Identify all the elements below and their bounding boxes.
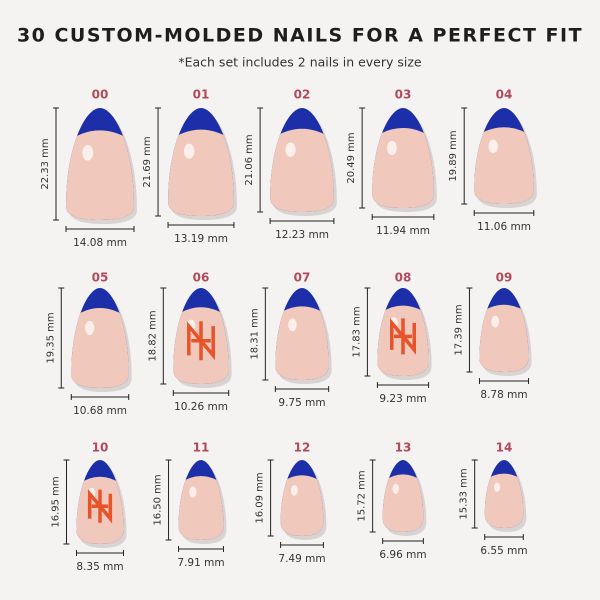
nail <box>66 108 134 220</box>
nail-bed <box>479 304 529 372</box>
nail-bed <box>71 308 129 388</box>
nail-shine <box>82 144 94 161</box>
nail <box>479 288 529 372</box>
width-label: 11.06 mm <box>477 221 531 233</box>
nail-shine <box>183 143 195 159</box>
width-label: 6.96 mm <box>379 549 426 561</box>
title: 30 CUSTOM-MOLDED NAILS FOR A PERFECT FIT <box>17 25 583 47</box>
height-label: 15.72 mm <box>357 470 368 521</box>
nail-bed <box>178 476 224 540</box>
nail-shine <box>392 483 399 494</box>
nail-bed <box>484 473 524 528</box>
height-label: 16.09 mm <box>255 472 266 523</box>
height-label: 16.95 mm <box>51 476 62 527</box>
height-label: 17.83 mm <box>351 306 362 357</box>
width-label: 9.23 mm <box>379 393 426 405</box>
logo <box>389 318 417 355</box>
nail-bed <box>270 128 334 212</box>
nail-bed <box>372 128 434 208</box>
height-label: 15.33 mm <box>459 468 470 519</box>
width-label: 10.68 mm <box>73 405 127 417</box>
height-label: 20.49 mm <box>346 132 357 183</box>
nail-shine <box>491 315 500 328</box>
nail <box>474 108 534 204</box>
height-label: 18.82 mm <box>147 310 158 361</box>
nail-bed <box>280 475 324 536</box>
width-label: 7.91 mm <box>177 557 224 569</box>
nail-label: 04 <box>496 88 513 102</box>
nail-label: 00 <box>92 88 109 102</box>
nail-shine <box>386 141 397 155</box>
height-label: 16.50 mm <box>153 474 164 525</box>
logo <box>87 488 113 524</box>
nail-label: 07 <box>294 271 311 285</box>
nail-bed <box>474 127 534 204</box>
nail-label: 13 <box>395 441 412 455</box>
width-label: 14.08 mm <box>73 237 127 249</box>
width-label: 12.23 mm <box>275 229 329 241</box>
nail-shine <box>85 321 95 335</box>
width-label: 7.49 mm <box>278 553 325 565</box>
nail-label: 12 <box>294 441 311 455</box>
nail-label: 09 <box>496 271 513 285</box>
height-label: 21.69 mm <box>142 136 153 187</box>
height-label: 21.06 mm <box>244 134 255 185</box>
nail-label: 10 <box>92 441 109 455</box>
width-label: 8.35 mm <box>76 561 123 573</box>
nail-bed <box>168 129 234 216</box>
nail-label: 03 <box>395 88 412 102</box>
height-label: 19.89 mm <box>448 130 459 181</box>
nail-shine <box>288 318 297 332</box>
width-label: 6.55 mm <box>480 545 527 557</box>
nail-bed <box>382 474 424 532</box>
width-label: 8.78 mm <box>480 389 527 401</box>
nail-label: 05 <box>92 271 109 285</box>
nail-shine <box>493 482 501 492</box>
nail-label: 08 <box>395 271 412 285</box>
nail-label: 02 <box>294 88 311 102</box>
nail-shine <box>285 142 296 157</box>
height-label: 19.35 mm <box>45 312 56 363</box>
height-label: 17.39 mm <box>453 304 464 355</box>
width-label: 10.26 mm <box>174 401 228 413</box>
nail-label: 14 <box>496 441 513 455</box>
height-label: 18.31 mm <box>249 308 260 359</box>
nail-shine <box>290 485 298 496</box>
width-label: 9.75 mm <box>278 397 325 409</box>
nail-shine <box>189 486 197 498</box>
nail-label: 06 <box>193 271 210 285</box>
nail-bed <box>66 130 134 220</box>
subtitle: *Each set includes 2 nails in every size <box>178 55 422 70</box>
nail-label: 01 <box>193 88 210 102</box>
width-label: 11.94 mm <box>376 225 430 237</box>
width-label: 13.19 mm <box>174 233 228 245</box>
logo <box>187 321 215 361</box>
height-label: 22.33 mm <box>40 138 51 189</box>
nail-bed <box>275 306 329 380</box>
nail-shine <box>488 139 499 154</box>
nail-label: 11 <box>193 441 210 455</box>
